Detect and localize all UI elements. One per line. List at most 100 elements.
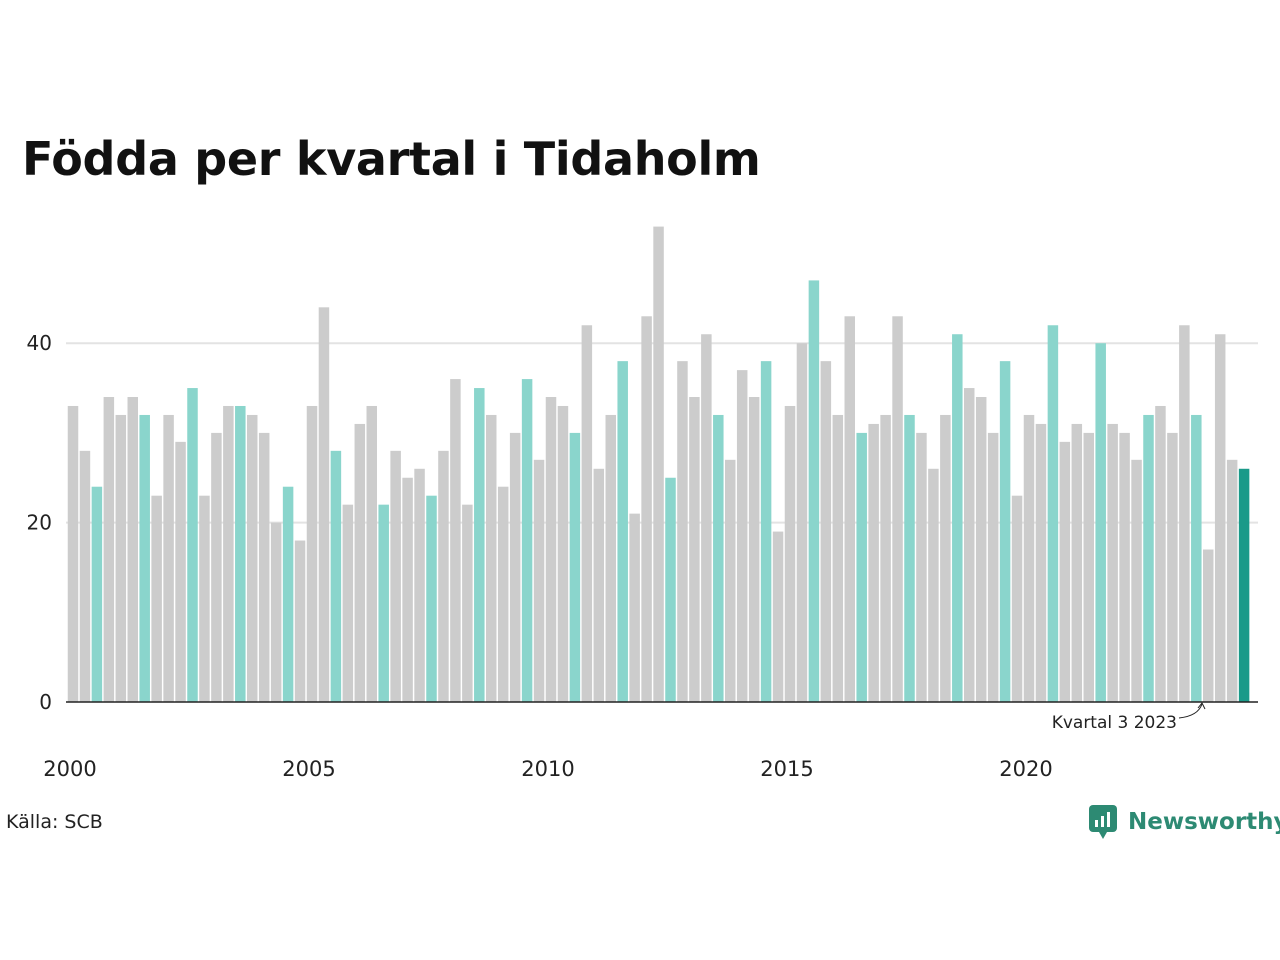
bar bbox=[282, 486, 294, 702]
bar bbox=[605, 414, 616, 702]
bar bbox=[677, 361, 688, 702]
bar bbox=[987, 432, 999, 702]
bar bbox=[533, 459, 545, 702]
bar bbox=[653, 226, 664, 702]
bar bbox=[163, 414, 174, 702]
bar bbox=[270, 522, 282, 702]
bar bbox=[928, 468, 939, 702]
bar bbox=[247, 414, 258, 702]
x-tick-label: 2010 bbox=[521, 757, 574, 781]
bar bbox=[820, 361, 832, 702]
bar bbox=[521, 379, 533, 702]
bar bbox=[964, 388, 975, 702]
bar bbox=[1059, 441, 1071, 702]
bar bbox=[509, 432, 521, 702]
bar bbox=[641, 316, 652, 702]
bar bbox=[330, 450, 342, 702]
x-tick-label: 2020 bbox=[999, 757, 1052, 781]
bar bbox=[1047, 325, 1059, 702]
bar bbox=[199, 495, 210, 702]
bar bbox=[1143, 414, 1154, 702]
bar bbox=[856, 432, 867, 702]
newsworthy-icon bbox=[1089, 805, 1117, 839]
bar bbox=[999, 361, 1011, 702]
bar bbox=[689, 397, 700, 702]
bar bbox=[438, 450, 449, 702]
bar bbox=[557, 405, 569, 702]
bar bbox=[940, 414, 951, 702]
bar bbox=[497, 486, 509, 702]
annotation-arrow bbox=[1178, 703, 1203, 719]
bar bbox=[103, 397, 115, 702]
bar bbox=[354, 423, 366, 702]
y-tick-label: 20 bbox=[27, 511, 52, 535]
bar bbox=[736, 370, 748, 702]
bar bbox=[115, 414, 127, 702]
bar bbox=[784, 405, 796, 702]
bar bbox=[294, 540, 306, 702]
annotation-label: Kvartal 3 2023 bbox=[1052, 713, 1177, 733]
bar bbox=[581, 325, 593, 702]
bar bbox=[880, 414, 891, 702]
bar bbox=[223, 405, 234, 702]
bar bbox=[748, 397, 760, 702]
x-tick-label: 2015 bbox=[760, 757, 813, 781]
y-tick-label: 0 bbox=[39, 690, 52, 714]
bar bbox=[760, 361, 772, 702]
bar bbox=[127, 397, 138, 702]
brand-name: Newsworthy bbox=[1128, 809, 1280, 835]
bar bbox=[1119, 432, 1130, 702]
x-tick-label: 2000 bbox=[43, 757, 96, 781]
bar bbox=[665, 477, 676, 702]
bar bbox=[1214, 334, 1226, 702]
bar bbox=[402, 477, 413, 702]
bar bbox=[713, 414, 724, 702]
bar bbox=[1083, 432, 1094, 702]
y-tick-label: 40 bbox=[27, 331, 52, 355]
bar bbox=[1107, 423, 1118, 702]
source-note: Källa: SCB bbox=[6, 811, 103, 833]
bar bbox=[342, 504, 354, 702]
bar bbox=[366, 405, 377, 702]
bar bbox=[1131, 459, 1142, 702]
bar bbox=[868, 423, 879, 702]
bar bbox=[569, 432, 581, 702]
bar bbox=[414, 468, 425, 702]
bar bbox=[1238, 468, 1250, 702]
bar bbox=[1071, 423, 1083, 702]
bar bbox=[1179, 325, 1190, 702]
bar bbox=[91, 486, 103, 702]
bar bbox=[235, 405, 246, 702]
bar bbox=[1011, 495, 1023, 702]
bar bbox=[975, 397, 987, 702]
bar bbox=[318, 307, 330, 702]
bar bbox=[211, 432, 222, 702]
bar bbox=[1035, 423, 1047, 702]
bar bbox=[593, 468, 605, 702]
bar bbox=[139, 414, 150, 702]
bar bbox=[486, 414, 497, 702]
bar bbox=[916, 432, 927, 702]
bar bbox=[1226, 459, 1238, 702]
bar bbox=[844, 316, 855, 702]
bar bbox=[462, 504, 473, 702]
bar bbox=[187, 388, 198, 702]
annotation: Kvartal 3 2023 bbox=[1052, 702, 1206, 733]
bar bbox=[306, 405, 318, 702]
bar bbox=[1203, 549, 1214, 702]
bar bbox=[1167, 432, 1178, 702]
chart-title: Födda per kvartal i Tidaholm bbox=[22, 132, 761, 186]
y-axis-ticks: 0 20 40 bbox=[27, 331, 52, 714]
x-tick-label: 2005 bbox=[282, 757, 335, 781]
bar bbox=[832, 414, 844, 702]
bar bbox=[808, 280, 820, 702]
bar bbox=[629, 513, 640, 702]
bar bbox=[258, 432, 270, 702]
bar bbox=[426, 495, 437, 702]
bar bbox=[474, 388, 485, 702]
bar bbox=[175, 441, 186, 702]
bars bbox=[67, 226, 1250, 702]
annotation-arrowhead bbox=[1197, 702, 1206, 710]
bar bbox=[772, 531, 784, 702]
